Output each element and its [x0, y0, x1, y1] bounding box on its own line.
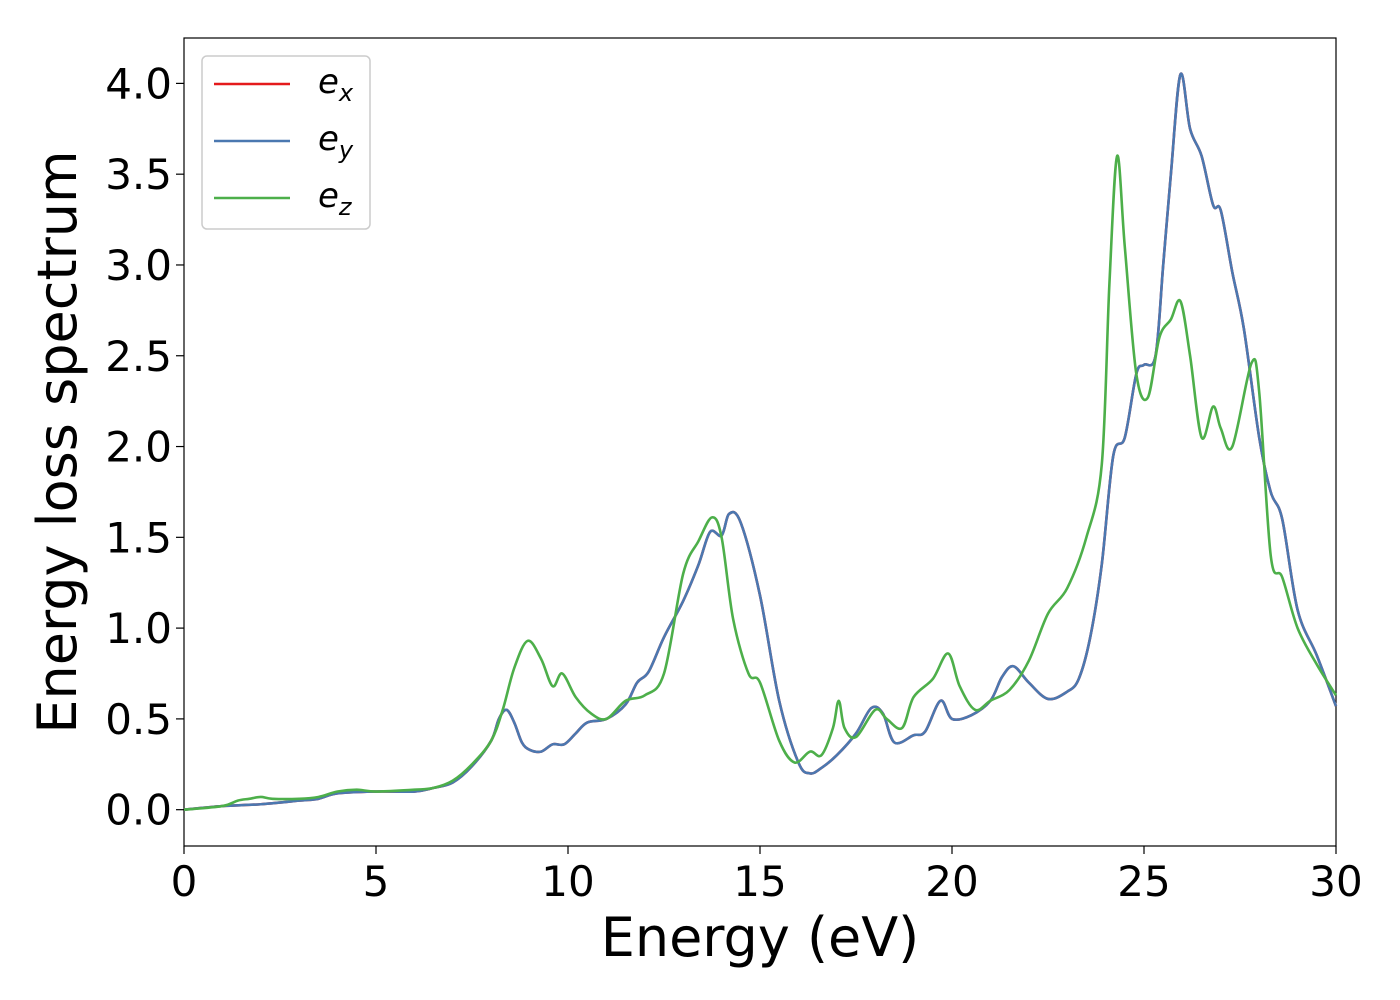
legend-label-ez: ez [318, 176, 353, 221]
y-tick-label: 1.0 [105, 604, 172, 653]
legend-label-ey: ey [318, 119, 354, 164]
legend: ex ey ez [201, 55, 371, 230]
y-tick-label: 3.5 [105, 150, 172, 199]
x-axis: 0 5 10 15 20 25 30 [171, 846, 1363, 906]
x-tick-label: 30 [1309, 857, 1362, 906]
y-tick-label: 2.5 [105, 332, 172, 381]
y-axis: 0.0 0.5 1.0 1.5 2.0 2.5 3.0 3.5 4.0 [105, 59, 184, 835]
x-tick-label: 20 [925, 857, 978, 906]
series-layer [183, 72, 1338, 811]
legend-box [201, 55, 371, 230]
x-tick-label: 10 [541, 857, 594, 906]
x-tick-label: 0 [171, 857, 198, 906]
y-tick-label: 3.0 [105, 241, 172, 290]
y-tick-label: 0.0 [105, 786, 172, 835]
series-line-ez [183, 154, 1338, 811]
x-tick-label: 5 [363, 857, 390, 906]
x-tick-label: 15 [733, 857, 786, 906]
y-axis-title: Energy loss spectrum [26, 150, 89, 733]
x-axis-title: Energy (eV) [601, 906, 920, 969]
legend-label-ex: ex [318, 62, 354, 107]
y-tick-label: 2.0 [105, 423, 172, 472]
x-tick-label: 25 [1117, 857, 1170, 906]
y-tick-label: 1.5 [105, 513, 172, 562]
series-line-ey [183, 72, 1338, 811]
y-tick-label: 4.0 [105, 59, 172, 108]
y-tick-label: 0.5 [105, 695, 172, 744]
